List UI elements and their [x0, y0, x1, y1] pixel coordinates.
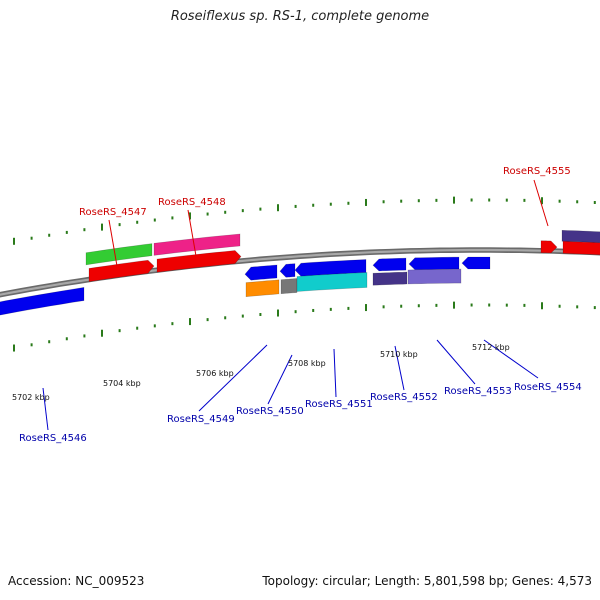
gene-RoseRS_4550-feature [280, 278, 298, 295]
callout-line [108, 219, 118, 267]
topology-text: Topology: circular; Length: 5,801,598 bp… [262, 574, 592, 588]
gene-RoseRS_4546-feature [0, 287, 85, 316]
callout-line [394, 345, 405, 391]
kbp-label: 5712 kbp [472, 343, 510, 352]
callout-line [533, 179, 549, 227]
kbp-label: 5704 kbp [103, 379, 141, 388]
gene-forward-feature [540, 240, 558, 254]
callout-line [436, 339, 476, 385]
gene-reverse-feature [244, 264, 278, 281]
callout-line [42, 387, 49, 431]
gene-reverse-feature [461, 256, 491, 270]
gene-RoseRS_4553-feature [407, 268, 462, 285]
callout-line [483, 339, 539, 379]
callout-line [267, 354, 293, 405]
kbp-label: 5702 kbp [12, 393, 50, 402]
gene-reverse-feature [294, 259, 367, 277]
gene-RoseRS_4555-feature [561, 229, 600, 244]
callout-line [187, 209, 197, 257]
gene-label: RoseRS_4550 [236, 406, 304, 417]
callout-line [333, 348, 337, 398]
map-title: Roseiflexus sp. RS-1, complete genome [170, 9, 430, 24]
kbp-label: 5706 kbp [196, 369, 234, 378]
kbp-label: 5708 kbp [288, 359, 326, 368]
gene-RoseRS_4547-feature [85, 243, 153, 266]
callout-line [198, 344, 268, 412]
gene-reverse-feature [372, 257, 407, 272]
gene-forward-feature [88, 259, 155, 282]
gene-RoseRS_4551-feature [296, 272, 368, 292]
gene-label: RoseRS_4548 [158, 197, 226, 208]
kbp-label: 5710 kbp [380, 350, 418, 359]
gene-forward-feature [156, 250, 242, 273]
gene-reverse-feature [408, 256, 460, 271]
gene-label: RoseRS_4551 [305, 399, 373, 410]
gene-label: RoseRS_4546 [19, 433, 87, 444]
gene-label: RoseRS_4554 [514, 382, 582, 393]
gene-RoseRS_4548-feature [153, 233, 241, 256]
gene-label: RoseRS_4547 [79, 207, 147, 218]
gene-forward-feature [562, 240, 600, 256]
gene-reverse-feature [279, 263, 296, 278]
gene-RoseRS_4552-feature [372, 271, 408, 286]
gene-label: RoseRS_4549 [167, 414, 235, 425]
gene-label: RoseRS_4553 [444, 386, 512, 397]
gene-label: RoseRS_4555 [503, 166, 571, 177]
gene-label: RoseRS_4552 [370, 392, 438, 403]
gene-RoseRS_4549-feature [245, 279, 280, 298]
accession-text: Accession: NC_009523 [8, 574, 145, 588]
